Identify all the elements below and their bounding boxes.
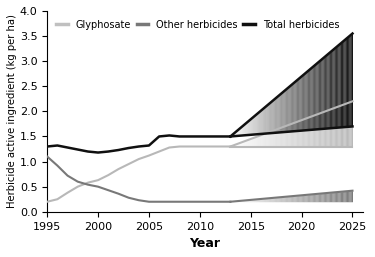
Y-axis label: Herbicide active ingredient (kg per ha): Herbicide active ingredient (kg per ha) bbox=[7, 14, 17, 208]
X-axis label: Year: Year bbox=[189, 237, 220, 250]
Legend: Glyphosate, Other herbicides, Total herbicides: Glyphosate, Other herbicides, Total herb… bbox=[52, 16, 343, 34]
